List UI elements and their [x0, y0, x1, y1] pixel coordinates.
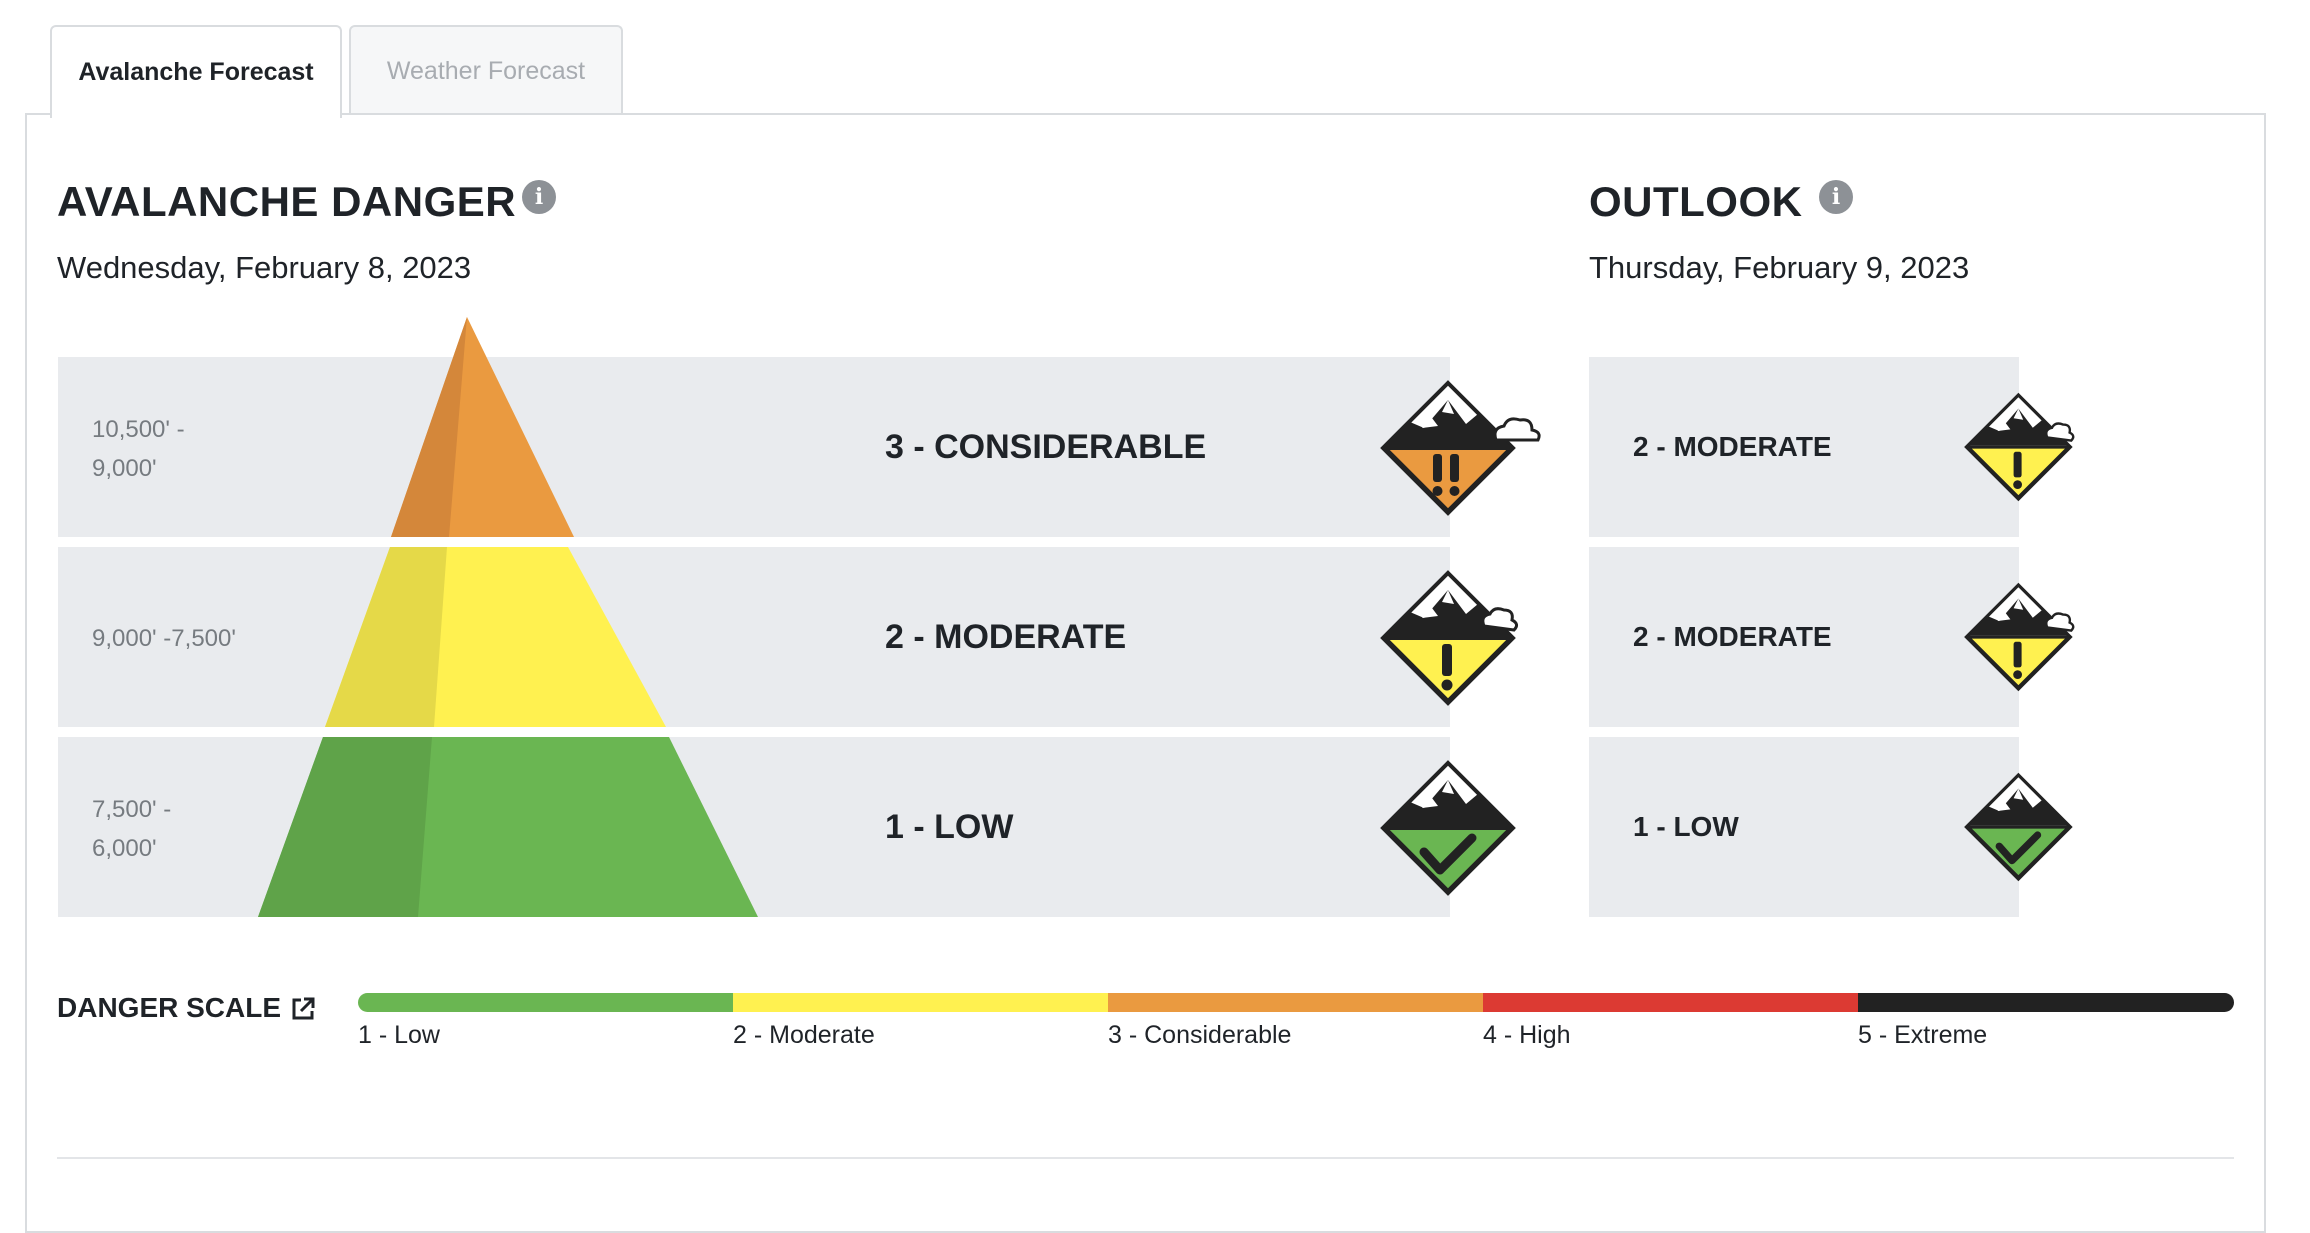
tab-weather-forecast[interactable]: Weather Forecast [349, 25, 623, 115]
scale-label-low: 1 - Low [358, 1021, 440, 1049]
outlook-date: Thursday, February 9, 2023 [1589, 250, 1970, 285]
outlook-title: OUTLOOK [1589, 178, 1803, 225]
scale-label-moderate: 2 - Moderate [733, 1021, 875, 1049]
section-divider [57, 1157, 2234, 1159]
danger-rating-lower: 1 - LOW [885, 808, 1014, 846]
danger-rating-middle: 2 - MODERATE [885, 618, 1127, 656]
danger-scale-title: DANGER SCALE [57, 992, 282, 1023]
scale-segment-low [358, 993, 733, 1012]
moderate-danger-icon [1964, 392, 2075, 502]
scale-segment-considerable [1108, 993, 1483, 1012]
danger-band-upper [58, 357, 1450, 537]
scale-segment-extreme [1858, 993, 2234, 1012]
moderate-danger-icon [1964, 582, 2075, 692]
outlook-rating-upper: 2 - MODERATE [1633, 431, 1832, 462]
danger-title: AVALANCHE DANGER [57, 178, 517, 225]
outlook-band-upper [1589, 357, 2019, 537]
scale-label-high: 4 - High [1483, 1021, 1571, 1049]
danger-band-middle [58, 547, 1450, 727]
elevation-label-lower: 7,500' - 6,000' [92, 796, 172, 862]
danger-rating-upper: 3 - CONSIDERABLE [885, 428, 1207, 466]
moderate-danger-icon [1380, 570, 1519, 706]
scale-segment-moderate [733, 993, 1108, 1012]
scale-segment-high [1483, 993, 1858, 1012]
low-danger-icon [1964, 772, 2073, 882]
pyramid-lower-section [258, 737, 758, 917]
pyramid-middle-section [325, 547, 666, 727]
low-danger-icon [1380, 760, 1516, 896]
external-link-icon[interactable] [290, 996, 316, 1022]
outlook-info-icon[interactable]: i [1819, 180, 1853, 214]
danger-pyramid [258, 317, 758, 917]
danger-info-icon[interactable]: i [522, 180, 556, 214]
elevation-label-middle: 9,000' -7,500' [92, 625, 236, 652]
scale-label-extreme: 5 - Extreme [1858, 1021, 1988, 1049]
outlook-rating-lower: 1 - LOW [1633, 811, 1739, 842]
tab-avalanche-forecast[interactable]: Avalanche Forecast [50, 25, 342, 118]
elevation-label-upper: 10,500' - 9,000' [92, 416, 185, 482]
scale-label-considerable: 3 - Considerable [1108, 1021, 1292, 1049]
outlook-band-middle [1589, 547, 2019, 727]
pyramid-upper-section [391, 317, 574, 537]
danger-date: Wednesday, February 8, 2023 [57, 250, 472, 285]
considerable-danger-icon [1380, 380, 1541, 516]
outlook-rating-middle: 2 - MODERATE [1633, 621, 1832, 652]
outlook-band-lower [1589, 737, 2019, 917]
